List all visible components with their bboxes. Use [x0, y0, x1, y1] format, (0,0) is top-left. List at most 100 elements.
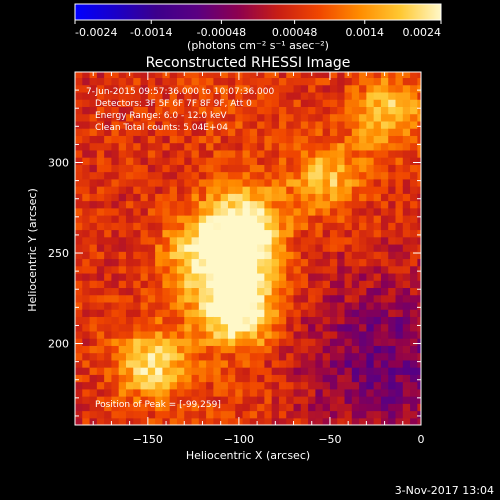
- heatmap-cell: [213, 222, 222, 231]
- heatmap-cell: [322, 236, 331, 245]
- heatmap-cell: [75, 91, 83, 100]
- heatmap-cell: [308, 301, 316, 310]
- heatmap-cell: [75, 381, 83, 390]
- heatmap-cell: [82, 84, 91, 93]
- heatmap-cell: [82, 215, 91, 223]
- heatmap-cell: [155, 251, 164, 260]
- heatmap-cell: [351, 106, 360, 115]
- heatmap-cell: [373, 171, 382, 180]
- heatmap-cell: [227, 164, 236, 173]
- heatmap-cell: [359, 280, 367, 289]
- heatmap-cell: [417, 243, 421, 252]
- heatmap-cell: [388, 84, 397, 93]
- heatmap-cell: [329, 193, 338, 202]
- heatmap-cell: [402, 157, 411, 165]
- heatmap-cell: [133, 287, 142, 296]
- heatmap-cell: [417, 84, 421, 93]
- heatmap-cell: [89, 352, 98, 361]
- heatmap-cell: [402, 287, 411, 296]
- heatmap-cell: [206, 222, 214, 231]
- heatmap-cell: [271, 106, 280, 115]
- heatmap-cell: [344, 258, 353, 267]
- heatmap-cell: [308, 352, 316, 361]
- heatmap-cell: [75, 396, 83, 404]
- heatmap-cell: [286, 410, 295, 419]
- heatmap-cell: [359, 309, 367, 317]
- heatmap-cell: [257, 77, 265, 86]
- heatmap-cell: [111, 84, 120, 93]
- heatmap-cell: [271, 215, 280, 223]
- heatmap-cell: [286, 359, 295, 368]
- heatmap-cell: [184, 142, 193, 151]
- heatmap-cell: [198, 287, 207, 296]
- heatmap-cell: [359, 272, 367, 281]
- heatmap-cell: [133, 77, 142, 86]
- heatmap-cell: [388, 164, 397, 173]
- heatmap-cell: [308, 149, 316, 158]
- heatmap-cell: [388, 229, 397, 238]
- heatmap-cell: [206, 120, 214, 129]
- heatmap-cell: [155, 345, 164, 354]
- heatmap-cell: [198, 301, 207, 310]
- heatmap-cell: [133, 301, 142, 310]
- heatmap-cell: [147, 403, 156, 412]
- heatmap-cell: [402, 410, 411, 419]
- heatmap-cell: [213, 135, 222, 144]
- heatmap-cell: [264, 157, 273, 165]
- heatmap-cell: [220, 280, 229, 289]
- heatmap-cell: [125, 287, 134, 296]
- heatmap-cell: [118, 171, 127, 180]
- heatmap-cell: [278, 200, 287, 209]
- heatmap-cell: [176, 207, 185, 216]
- heatmap-cell: [271, 367, 280, 375]
- colorbar-ticks: -0.0024 -0.0014 -0.00048 0.00048 0.0014 0.002…: [74, 20, 442, 39]
- heatmap-cell: [155, 265, 164, 274]
- heatmap-cell: [337, 236, 346, 245]
- heatmap-cell: [176, 374, 185, 383]
- heatmap-cell: [133, 251, 142, 260]
- heatmap-cell: [359, 294, 367, 303]
- heatmap-cell: [133, 178, 142, 187]
- heatmap-cell: [417, 359, 421, 368]
- x-tick-label: −50: [318, 433, 341, 446]
- heatmap-cell: [220, 186, 229, 194]
- heatmap-cell: [402, 258, 411, 267]
- heatmap-cell: [198, 128, 207, 136]
- heatmap-cell: [395, 301, 404, 310]
- heatmap-cell: [337, 294, 346, 303]
- heatmap-cell: [417, 410, 421, 419]
- heatmap-cell: [147, 374, 156, 383]
- heatmap-cell: [257, 316, 265, 325]
- heatmap-cell: [125, 280, 134, 289]
- heatmap-cell: [264, 294, 273, 303]
- heatmap-cell: [300, 157, 309, 165]
- heatmap-cell: [300, 388, 309, 397]
- heatmap-cell: [162, 403, 171, 412]
- heatmap-cell: [359, 287, 367, 296]
- heatmap-cell: [89, 251, 98, 260]
- heatmap-cell: [191, 280, 200, 289]
- heatmap-cell: [329, 345, 338, 354]
- heatmap-cell: [82, 99, 91, 107]
- heatmap-cell: [75, 222, 83, 231]
- heatmap-cell: [176, 338, 185, 346]
- heatmap-cell: [395, 280, 404, 289]
- heatmap-cell: [111, 113, 120, 122]
- heatmap-cell: [373, 207, 382, 216]
- heatmap-cell: [82, 316, 91, 325]
- y-axis-label: Heliocentric Y (arcsec): [26, 188, 39, 312]
- heatmap-cell: [235, 99, 244, 107]
- heatmap-cell: [366, 265, 375, 274]
- heatmap-cell: [227, 258, 236, 267]
- heatmap-cell: [249, 338, 258, 346]
- heatmap-cell: [75, 410, 83, 419]
- heatmap-cell: [140, 200, 149, 209]
- heatmap-cell: [286, 345, 295, 354]
- heatmap-cell: [322, 164, 331, 173]
- heatmap-cell: [410, 120, 418, 129]
- heatmap-cell: [344, 207, 353, 216]
- heatmap-cell: [395, 316, 404, 325]
- heatmap-cell: [329, 309, 338, 317]
- heatmap-cell: [96, 72, 105, 79]
- heatmap-cell: [82, 72, 91, 79]
